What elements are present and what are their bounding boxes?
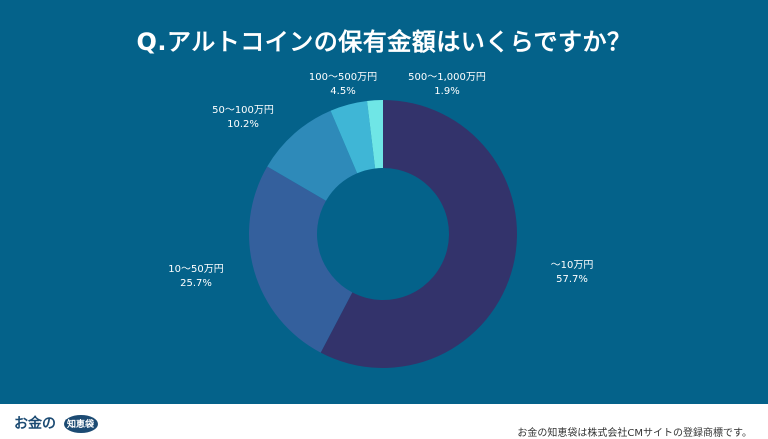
donut-slice	[320, 100, 517, 368]
slice-percent-label: 4.5%	[330, 86, 355, 97]
donut-slice	[330, 100, 376, 174]
logo-badge-text: 知恵袋	[67, 420, 95, 430]
slice-percent-label: 1.9%	[434, 86, 459, 97]
slice-label: 50〜100万円	[212, 105, 274, 116]
trademark-notice: お金の知恵袋は株式会社CMサイトの登録商標です。	[517, 428, 752, 439]
slice-label: 10〜50万円	[168, 264, 223, 275]
logo-text: お金の	[14, 416, 56, 432]
slice-label: 100〜500万円	[309, 72, 377, 83]
slice-percent-label: 25.7%	[180, 278, 212, 289]
logo-badge-icon: 知恵袋	[59, 412, 99, 434]
donut-slice	[249, 166, 353, 353]
donut-slice	[367, 100, 383, 169]
chart-panel: Q.アルトコインの保有金額はいくらですか？ 〜10万円 57.7% 10〜50万円 2…	[0, 0, 768, 404]
footer: お金の 知恵袋 お金の知恵袋は株式会社CMサイトの登録商標です。	[0, 404, 768, 439]
slice-percent-label: 57.7%	[556, 274, 588, 285]
slice-label: 〜10万円	[551, 260, 594, 271]
brand-logo: お金の 知恵袋	[14, 412, 99, 434]
slice-label: 500〜1,000万円	[408, 72, 486, 83]
slice-percent-label: 10.2%	[227, 119, 259, 130]
donut-slice	[267, 110, 358, 201]
donut-chart: 〜10万円 57.7% 10〜50万円 25.7% 50〜100万円 10.2% 100〜5…	[168, 72, 594, 368]
chart-title: Q.アルトコインの保有金額はいくらですか？	[136, 28, 632, 56]
